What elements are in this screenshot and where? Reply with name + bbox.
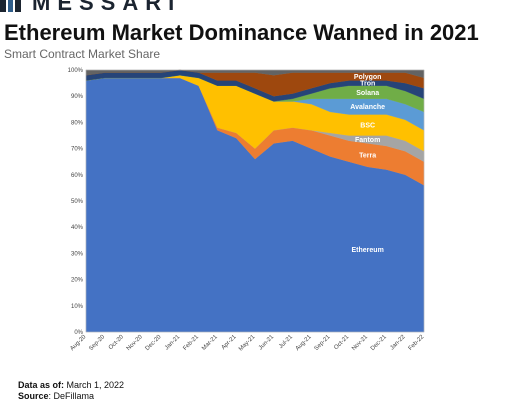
area-label: BSC xyxy=(360,123,375,130)
chart-subtitle: Smart Contract Market Share xyxy=(4,47,161,61)
x-tick-label: May-21 xyxy=(238,334,257,353)
y-tick-label: 90% xyxy=(71,94,84,100)
y-tick-label: 80% xyxy=(71,120,84,126)
area-label: Avalanche xyxy=(350,104,385,111)
y-axis: 0% 10% 20% 30% 40% 50% 60% 70% 80% 90% 100% xyxy=(68,68,84,336)
x-tick-label: Feb-22 xyxy=(408,334,426,352)
plot-border xyxy=(85,69,425,333)
logo: MESSARI xyxy=(0,0,182,15)
x-tick-label: Jul-21 xyxy=(278,334,294,350)
area-label: Solana xyxy=(356,90,379,97)
messari-logo-icon xyxy=(0,0,21,12)
y-tick-label: 30% xyxy=(71,251,84,257)
data-date-label: Data as of: xyxy=(18,380,65,390)
y-tick-label: 10% xyxy=(71,304,84,310)
y-tick-label: 70% xyxy=(71,147,84,153)
stacked-area-chart: 0% 10% 20% 30% 40% 50% 60% 70% 80% 90% 100% Aug-20… xyxy=(68,68,426,353)
source-value: DeFillama xyxy=(53,391,95,401)
x-tick-label: Sep-21 xyxy=(314,334,332,352)
plot-area xyxy=(85,69,425,333)
y-tick-label: 40% xyxy=(71,225,84,231)
y-tick-label: 100% xyxy=(68,68,84,74)
chart-title: Ethereum Market Dominance Wanned in 2021 xyxy=(4,20,479,45)
x-axis: Aug-20 Sep-20 Oct-20 Nov-20 Dec-20 Jan-21 Feb-… xyxy=(69,334,425,353)
x-tick-label: Oct-20 xyxy=(108,334,125,351)
x-tick-label: Nov-20 xyxy=(126,334,144,352)
area-label: Tron xyxy=(360,81,375,88)
data-date-value: March 1, 2022 xyxy=(66,380,125,390)
x-tick-label: Nov-21 xyxy=(351,334,369,352)
x-tick-label: Dec-20 xyxy=(145,334,163,352)
data-date-line: Data as of: March 1, 2022 xyxy=(18,380,124,391)
x-tick-label: Mar-21 xyxy=(201,334,219,352)
source-label: Source xyxy=(18,391,49,401)
footer: Data as of: March 1, 2022 Source: DeFill… xyxy=(18,380,124,402)
x-tick-label: Jan-21 xyxy=(164,334,182,352)
area-label: Terra xyxy=(359,153,376,160)
area-label: Fantom xyxy=(355,137,380,144)
x-tick-label: Dec-21 xyxy=(370,334,388,352)
x-tick-label: Oct-21 xyxy=(333,334,350,351)
x-tick-label: Aug-21 xyxy=(295,334,313,352)
y-tick-label: 20% xyxy=(71,278,84,284)
x-tick-label: Sep-20 xyxy=(88,334,106,352)
x-tick-label: Apr-21 xyxy=(221,334,238,351)
y-tick-label: 50% xyxy=(71,199,84,205)
source-line: Source: DeFillama xyxy=(18,391,95,401)
x-tick-label: Jan-22 xyxy=(389,334,407,352)
y-tick-label: 0% xyxy=(74,330,83,336)
x-tick-label: Feb-21 xyxy=(182,334,200,352)
area-label: Polygon xyxy=(354,74,382,81)
y-tick-label: 60% xyxy=(71,173,84,179)
area-label: Ethereum xyxy=(352,247,384,254)
x-tick-label: Aug-20 xyxy=(69,334,87,352)
logo-text: MESSARI xyxy=(32,0,182,15)
x-tick-label: Jun-21 xyxy=(258,334,276,352)
